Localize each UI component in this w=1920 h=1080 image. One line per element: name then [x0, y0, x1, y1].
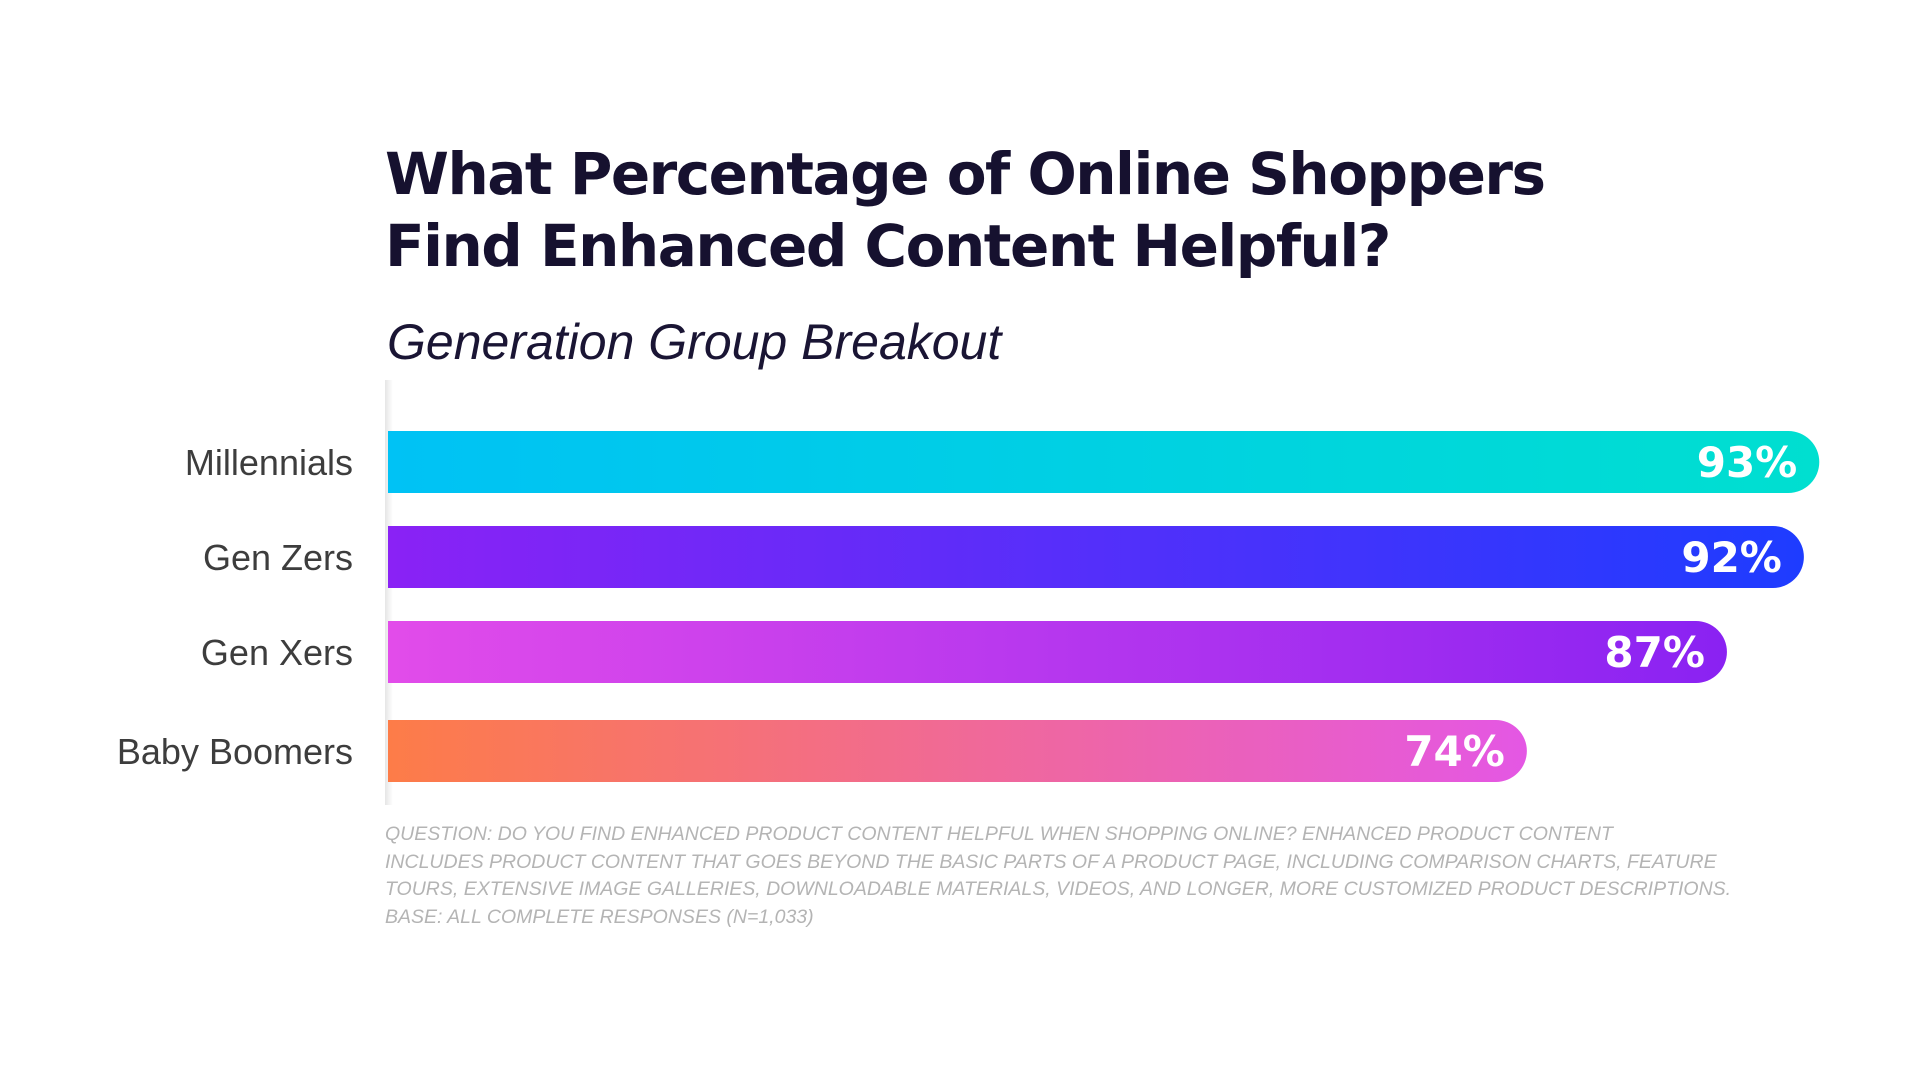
- footnote: Question: Do you find enhanced product c…: [385, 821, 1825, 931]
- footnote-line-2: includes product content that goes beyon…: [385, 850, 1717, 873]
- chart-subtitle: Generation Group Breakout: [387, 314, 1002, 370]
- footnote-line-1: Question: Do you find enhanced product c…: [385, 823, 1613, 845]
- value-label: 87%: [1604, 628, 1705, 677]
- chart-title: What Percentage of Online Shoppers Find …: [385, 138, 1546, 282]
- value-label: 74%: [1404, 727, 1505, 776]
- bar-gen-zers: [388, 526, 1804, 588]
- category-label: Millennials: [185, 442, 353, 483]
- bar-millennials: [388, 431, 1820, 493]
- chart-title-line-2: Find Enhanced Content Helpful?: [385, 212, 1391, 280]
- chart-title-line-1: What Percentage of Online Shoppers: [385, 140, 1546, 208]
- bar-gen-xers: [388, 621, 1727, 683]
- category-label: Gen Zers: [203, 537, 353, 578]
- category-label: Gen Xers: [201, 632, 353, 673]
- footnote-line-4: Base: All complete responses (N=1,033): [385, 905, 814, 928]
- bar-baby-boomers: [388, 720, 1527, 782]
- value-label: 92%: [1681, 533, 1782, 582]
- category-label: Baby Boomers: [117, 731, 353, 772]
- value-label: 93%: [1697, 438, 1798, 487]
- footnote-line-3: tours, extensive image galleries, downlo…: [385, 878, 1732, 900]
- axis-shadow: [385, 380, 393, 805]
